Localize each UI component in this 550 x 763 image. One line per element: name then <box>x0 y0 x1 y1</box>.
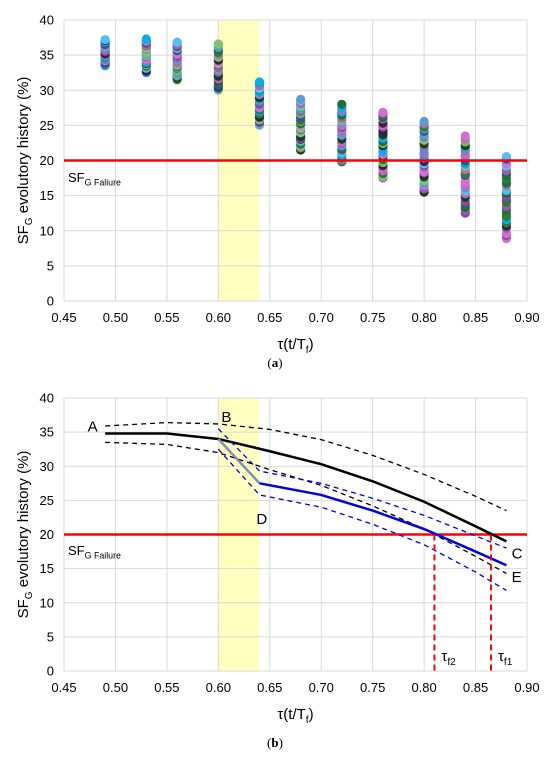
point-label: D <box>256 511 267 528</box>
y-tick-label: 40 <box>40 391 54 406</box>
chart-a-svg: 0.45 0.50 0.55 0.60 0.65 0.70 0.75 0.80 0.85 0.90… <box>15 13 540 357</box>
scatter-point <box>501 151 512 162</box>
y-tick-label: 15 <box>40 188 54 203</box>
x-tick-label: 0.85 <box>463 680 488 695</box>
x-tick-label: 0.60 <box>206 680 231 695</box>
x-tick-label: 0.75 <box>360 310 385 325</box>
y-tick-label: 25 <box>40 493 54 508</box>
scatter-point <box>100 35 110 45</box>
x-tick-label: 0.70 <box>309 310 334 325</box>
y-axis-label: SFG evolutory history (%) <box>15 451 35 619</box>
y-tick-label: 20 <box>40 527 54 542</box>
series-line <box>105 432 507 543</box>
x-tick-label: 0.55 <box>154 680 179 695</box>
x-tick-label: 0.85 <box>463 310 488 325</box>
y-tick-label: 30 <box>40 83 54 98</box>
x-tick-label: 0.50 <box>103 310 128 325</box>
y-tick-label: 35 <box>40 48 54 63</box>
chart-panel-b: 0.45 0.50 0.55 0.60 0.65 0.70 0.75 0.80 0.85 0.90… <box>0 380 550 758</box>
point-label: A <box>88 419 98 436</box>
failure-label: SFG Faliure <box>68 170 121 188</box>
chart-b-svg: 0.45 0.50 0.55 0.60 0.65 0.70 0.75 0.80 0.85 0.90… <box>15 391 540 727</box>
caption-a: (a) <box>267 355 283 370</box>
x-tick-label: 0.75 <box>360 680 385 695</box>
point-label: B <box>221 409 231 426</box>
x-tick-label: 0.50 <box>103 680 128 695</box>
point-label: E <box>512 569 522 586</box>
scatter-point <box>141 34 151 44</box>
x-tick-label: 0.60 <box>206 310 231 325</box>
x-tick-label: 0.45 <box>51 310 76 325</box>
y-tick-label: 0 <box>47 664 54 679</box>
failure-time-label: τf1 <box>498 648 513 668</box>
point-label: C <box>512 546 523 563</box>
chart-panel-a: 0.45 0.50 0.55 0.60 0.65 0.70 0.75 0.80 0.85 0.90… <box>0 0 550 380</box>
series-line <box>105 421 507 512</box>
series-line <box>217 448 507 592</box>
y-tick-label: 20 <box>40 153 54 168</box>
scatter-point <box>296 94 306 104</box>
series-line <box>217 438 261 485</box>
scatter-point <box>419 116 429 127</box>
scatter-point <box>378 107 388 117</box>
x-tick-label: 0.55 <box>154 310 179 325</box>
y-tick-label: 5 <box>47 258 54 273</box>
y-tick-label: 40 <box>40 13 54 28</box>
scatter-point <box>460 131 470 141</box>
x-tick-label: 0.65 <box>257 310 282 325</box>
series-line <box>105 441 507 574</box>
y-tick-label: 0 <box>47 294 54 309</box>
x-axis-label: τ(t/Tf) <box>277 706 313 726</box>
scatter-point <box>254 77 265 87</box>
y-tick-label: 5 <box>47 629 54 644</box>
series-line <box>217 428 507 549</box>
y-tick-label: 10 <box>40 223 54 238</box>
scatter-point <box>213 39 223 49</box>
scatter-point <box>337 99 347 109</box>
x-tick-label: 0.70 <box>309 680 334 695</box>
failure-label: SFG Failure <box>68 543 121 561</box>
x-tick-label: 0.65 <box>257 680 282 695</box>
y-tick-label: 35 <box>40 425 54 440</box>
x-tick-label: 0.90 <box>514 310 539 325</box>
y-tick-label: 10 <box>40 595 54 610</box>
scatter-point <box>172 37 182 47</box>
y-tick-label: 30 <box>40 459 54 474</box>
x-tick-label: 0.45 <box>51 680 76 695</box>
x-tick-label: 0.80 <box>411 680 436 695</box>
x-tick-label: 0.80 <box>411 310 436 325</box>
x-axis-label: τ(t/Tf) <box>277 336 313 356</box>
series-line <box>259 482 507 567</box>
failure-time-label: τf2 <box>441 648 456 668</box>
y-tick-label: 25 <box>40 118 54 133</box>
caption-b: (b) <box>267 735 283 750</box>
y-tick-label: 15 <box>40 561 54 576</box>
x-tick-label: 0.90 <box>514 680 539 695</box>
y-axis-label: SFG evolutory history (%) <box>15 77 35 245</box>
